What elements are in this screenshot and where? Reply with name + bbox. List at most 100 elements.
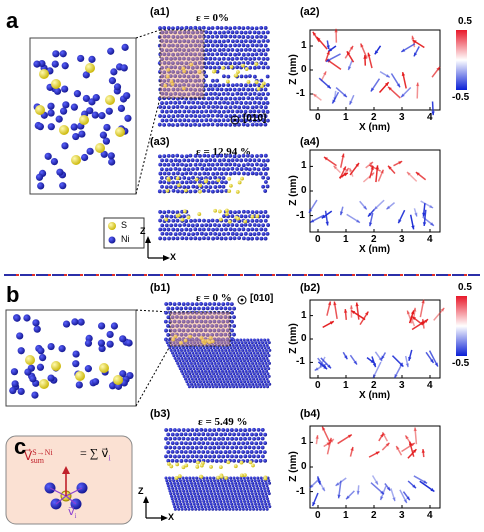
ni-atom	[240, 492, 244, 496]
ni-atom	[247, 436, 252, 441]
ni-atom	[188, 153, 193, 158]
ni-atom	[232, 171, 237, 176]
ni-atom	[264, 341, 268, 345]
ni-atom	[241, 122, 246, 127]
ni-atom	[17, 387, 25, 396]
ni-atom	[171, 476, 175, 480]
ni-atom	[160, 223, 165, 228]
ni-atom	[221, 56, 226, 61]
ni-atom	[182, 502, 186, 506]
ni-atom	[263, 189, 268, 193]
ni-atom	[166, 153, 171, 158]
ni-atom	[37, 347, 45, 355]
vector-arrow-head	[422, 222, 427, 226]
ni-atom	[194, 377, 198, 381]
ni-atom	[254, 218, 259, 223]
ni-atom	[197, 306, 201, 311]
panel-letter-a: a	[6, 8, 19, 33]
ni-atom	[266, 223, 270, 227]
vector-arrow-head	[356, 490, 360, 495]
ni-atom	[197, 507, 201, 511]
ni-atom	[253, 499, 257, 503]
ni-atom	[160, 118, 165, 123]
ni-atom	[239, 158, 244, 163]
ni-atom	[175, 236, 180, 241]
ni-atom	[170, 449, 175, 454]
ni-atom	[193, 79, 198, 83]
ni-atom	[197, 356, 201, 360]
ni-atom	[191, 486, 195, 490]
ni-atom	[173, 100, 178, 105]
ni-atom	[224, 382, 227, 386]
ni-atom	[208, 223, 213, 228]
ni-atom	[166, 171, 171, 176]
ni-atom	[184, 486, 188, 490]
vector-arrow-head	[370, 87, 375, 92]
ni-atom	[247, 502, 251, 506]
ni-atom	[195, 231, 200, 236]
ni-atom	[177, 74, 182, 79]
ni-atom	[203, 494, 207, 498]
vector-arrow-head	[423, 480, 428, 484]
ni-atom	[191, 30, 195, 35]
ni-atom	[202, 163, 207, 167]
ni-atom	[220, 341, 224, 345]
ni-atom	[237, 348, 241, 352]
ni-atom	[230, 158, 235, 163]
colorbar-a-max: 0.5	[458, 16, 472, 27]
ni-atom	[211, 105, 215, 109]
ni-atom	[257, 101, 262, 105]
ni-atom	[248, 83, 253, 88]
ni-atom	[176, 481, 180, 485]
ni-atom	[258, 494, 262, 498]
ni-atom	[182, 158, 187, 163]
vector-arrow-head	[337, 494, 341, 499]
ni-atom	[192, 489, 196, 493]
ni-atom	[173, 494, 177, 498]
ni-atom	[265, 214, 270, 219]
ni-atom	[263, 105, 268, 110]
ni-atom	[230, 348, 234, 352]
ni-atom	[202, 43, 207, 48]
vector-arrow-head	[349, 305, 354, 309]
ni-atom	[175, 479, 179, 483]
ni-atom	[171, 61, 175, 66]
ni-atom	[230, 92, 235, 97]
s-atom	[188, 334, 192, 339]
ni-atom	[181, 454, 186, 459]
ni-atom	[243, 436, 247, 441]
ni-atom	[78, 130, 86, 138]
x-tick-label: 3	[399, 380, 405, 391]
ni-atom	[268, 348, 272, 352]
ni-atom	[173, 185, 178, 190]
ni-atom	[210, 96, 215, 101]
ni-atom	[261, 382, 265, 386]
ni-atom	[73, 90, 82, 98]
ni-atom	[235, 497, 239, 501]
ni-atom	[197, 114, 202, 119]
ni-atom	[206, 361, 210, 365]
ni-atom	[239, 232, 244, 237]
ni-atom	[171, 114, 176, 119]
vector-arrow-head	[355, 219, 360, 223]
ni-atom	[245, 105, 250, 110]
ni-atom	[239, 346, 243, 350]
ni-atom	[175, 26, 180, 30]
ni-atom	[230, 231, 235, 236]
ni-atom	[124, 114, 132, 122]
ni-atom	[212, 445, 217, 450]
ni-atom	[187, 507, 191, 511]
ni-atom	[223, 122, 228, 127]
ni-atom	[261, 223, 266, 228]
ni-atom	[263, 61, 268, 66]
ni-atom	[221, 428, 226, 432]
s-atom	[39, 69, 49, 79]
ni-atom	[183, 332, 188, 337]
ni-atom	[239, 30, 244, 35]
ni-atom	[188, 306, 193, 311]
y-axis-label: Z (nm)	[287, 175, 299, 206]
ni-atom	[160, 158, 164, 163]
ni-atom	[179, 432, 184, 437]
s-atom	[236, 70, 240, 74]
ni-atom	[201, 450, 206, 454]
